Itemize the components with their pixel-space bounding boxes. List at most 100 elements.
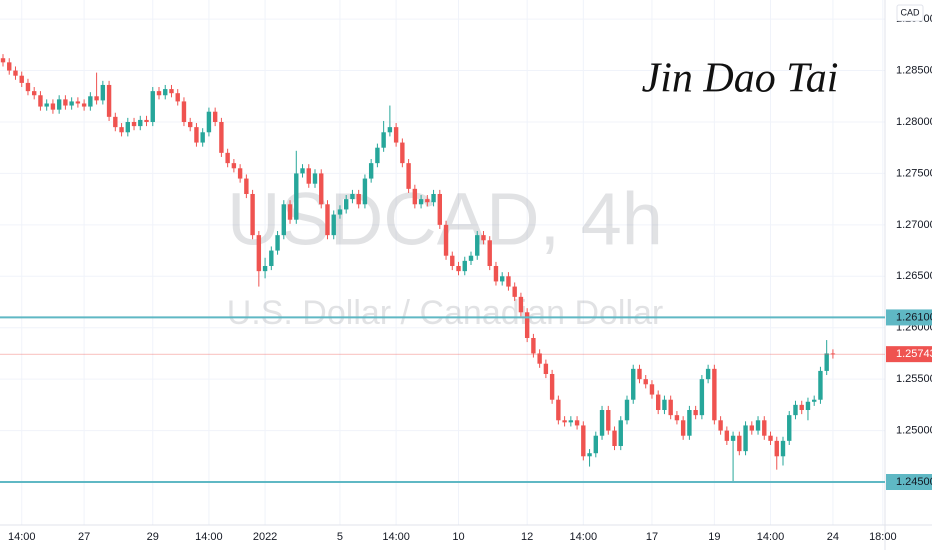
candle-body	[337, 209, 343, 215]
level-label: 1.26100	[896, 311, 932, 323]
candle-body	[88, 96, 93, 107]
candle-body	[556, 399, 561, 421]
x-tick-label: 14:00	[195, 531, 223, 543]
candle-body	[799, 404, 804, 411]
candle-body	[606, 410, 611, 431]
y-tick-label: 1.28500	[896, 64, 932, 76]
candle-body	[0, 58, 6, 63]
candle-body	[543, 363, 549, 375]
x-tick-label: 14:00	[570, 531, 598, 543]
candle-body	[194, 127, 199, 143]
candle-body	[368, 163, 374, 179]
candle-body	[468, 255, 474, 261]
x-tick-label: 14:00	[382, 531, 410, 543]
candle-body	[225, 152, 230, 164]
candle-body	[325, 204, 330, 236]
candle-body	[780, 440, 786, 457]
x-tick-label: 12	[521, 531, 533, 543]
candle-body	[687, 410, 692, 436]
candle-body	[456, 265, 461, 272]
candle-body	[350, 193, 355, 200]
candle-body	[730, 435, 736, 441]
candle-body	[500, 276, 505, 282]
last-price-badge	[886, 346, 932, 363]
candle-body	[381, 132, 386, 148]
x-tick-label: 19	[708, 531, 720, 543]
candle-body	[755, 420, 761, 431]
candle-body	[75, 101, 81, 104]
level-badge	[886, 309, 932, 326]
y-tick-label: 1.28000	[896, 116, 932, 128]
candle-body	[119, 127, 124, 133]
candle-body	[412, 188, 418, 205]
candle-body	[287, 204, 293, 220]
candle-body	[437, 193, 442, 225]
candle-body	[138, 119, 143, 127]
candle-body	[331, 214, 336, 236]
x-tick-label: 2022	[253, 531, 277, 543]
candle-body	[581, 425, 586, 457]
candle-body	[487, 240, 492, 266]
candle-body	[643, 379, 648, 385]
candle-body	[94, 96, 99, 101]
candle-body	[312, 173, 318, 184]
level-label: 1.24500	[896, 476, 932, 488]
x-tick-label: 14:00	[757, 531, 785, 543]
candle-body	[818, 370, 823, 400]
candle-body	[574, 420, 580, 426]
candle-body	[393, 127, 399, 143]
candle-body	[724, 430, 730, 441]
candle-body	[344, 199, 349, 210]
candle-body	[212, 111, 218, 122]
candle-body	[294, 173, 299, 220]
candle-body	[787, 415, 792, 441]
candle-body	[562, 420, 567, 423]
candle-body	[100, 84, 106, 101]
x-tick-label: 5	[337, 531, 343, 543]
candle-body	[50, 103, 56, 110]
candle-body	[631, 368, 636, 400]
candle-body	[81, 103, 87, 107]
candle-body	[743, 425, 748, 452]
candle-body	[281, 204, 286, 236]
candle-body	[237, 168, 243, 179]
candle-body	[475, 235, 480, 256]
candle-body	[362, 178, 368, 205]
candle-body	[219, 121, 224, 153]
candle-body	[518, 296, 524, 313]
candle-body	[531, 337, 536, 354]
candle-body	[231, 163, 237, 169]
x-tick-label: 17	[646, 531, 658, 543]
candle-body	[512, 286, 517, 297]
candle-body	[150, 91, 155, 122]
x-tick-label: 14:00	[8, 531, 36, 543]
candle-body	[131, 121, 137, 127]
candle-body	[19, 75, 24, 83]
candle-body	[793, 404, 798, 416]
candle-body	[699, 379, 705, 416]
candle-body	[144, 119, 149, 122]
candle-body	[262, 265, 268, 272]
candle-body	[431, 193, 436, 203]
y-tick-label: 1.25000	[896, 424, 932, 436]
candle-body	[637, 368, 642, 380]
candle-body	[612, 430, 617, 447]
candle-body	[693, 410, 698, 416]
candle-body	[356, 193, 361, 205]
candle-body	[649, 384, 655, 395]
candle-body	[319, 173, 324, 205]
candle-body	[300, 168, 305, 174]
y-tick-label: 1.26500	[896, 270, 932, 282]
candle-body	[749, 425, 754, 431]
y-tick-label: 1.27000	[896, 219, 932, 231]
candle-body	[656, 394, 661, 411]
candle-body	[256, 235, 262, 272]
candle-body	[805, 401, 811, 411]
candle-body	[506, 276, 511, 287]
candle-body	[450, 255, 455, 266]
candle-body	[25, 82, 31, 92]
candle-body	[462, 260, 467, 272]
candle-body	[163, 89, 168, 96]
